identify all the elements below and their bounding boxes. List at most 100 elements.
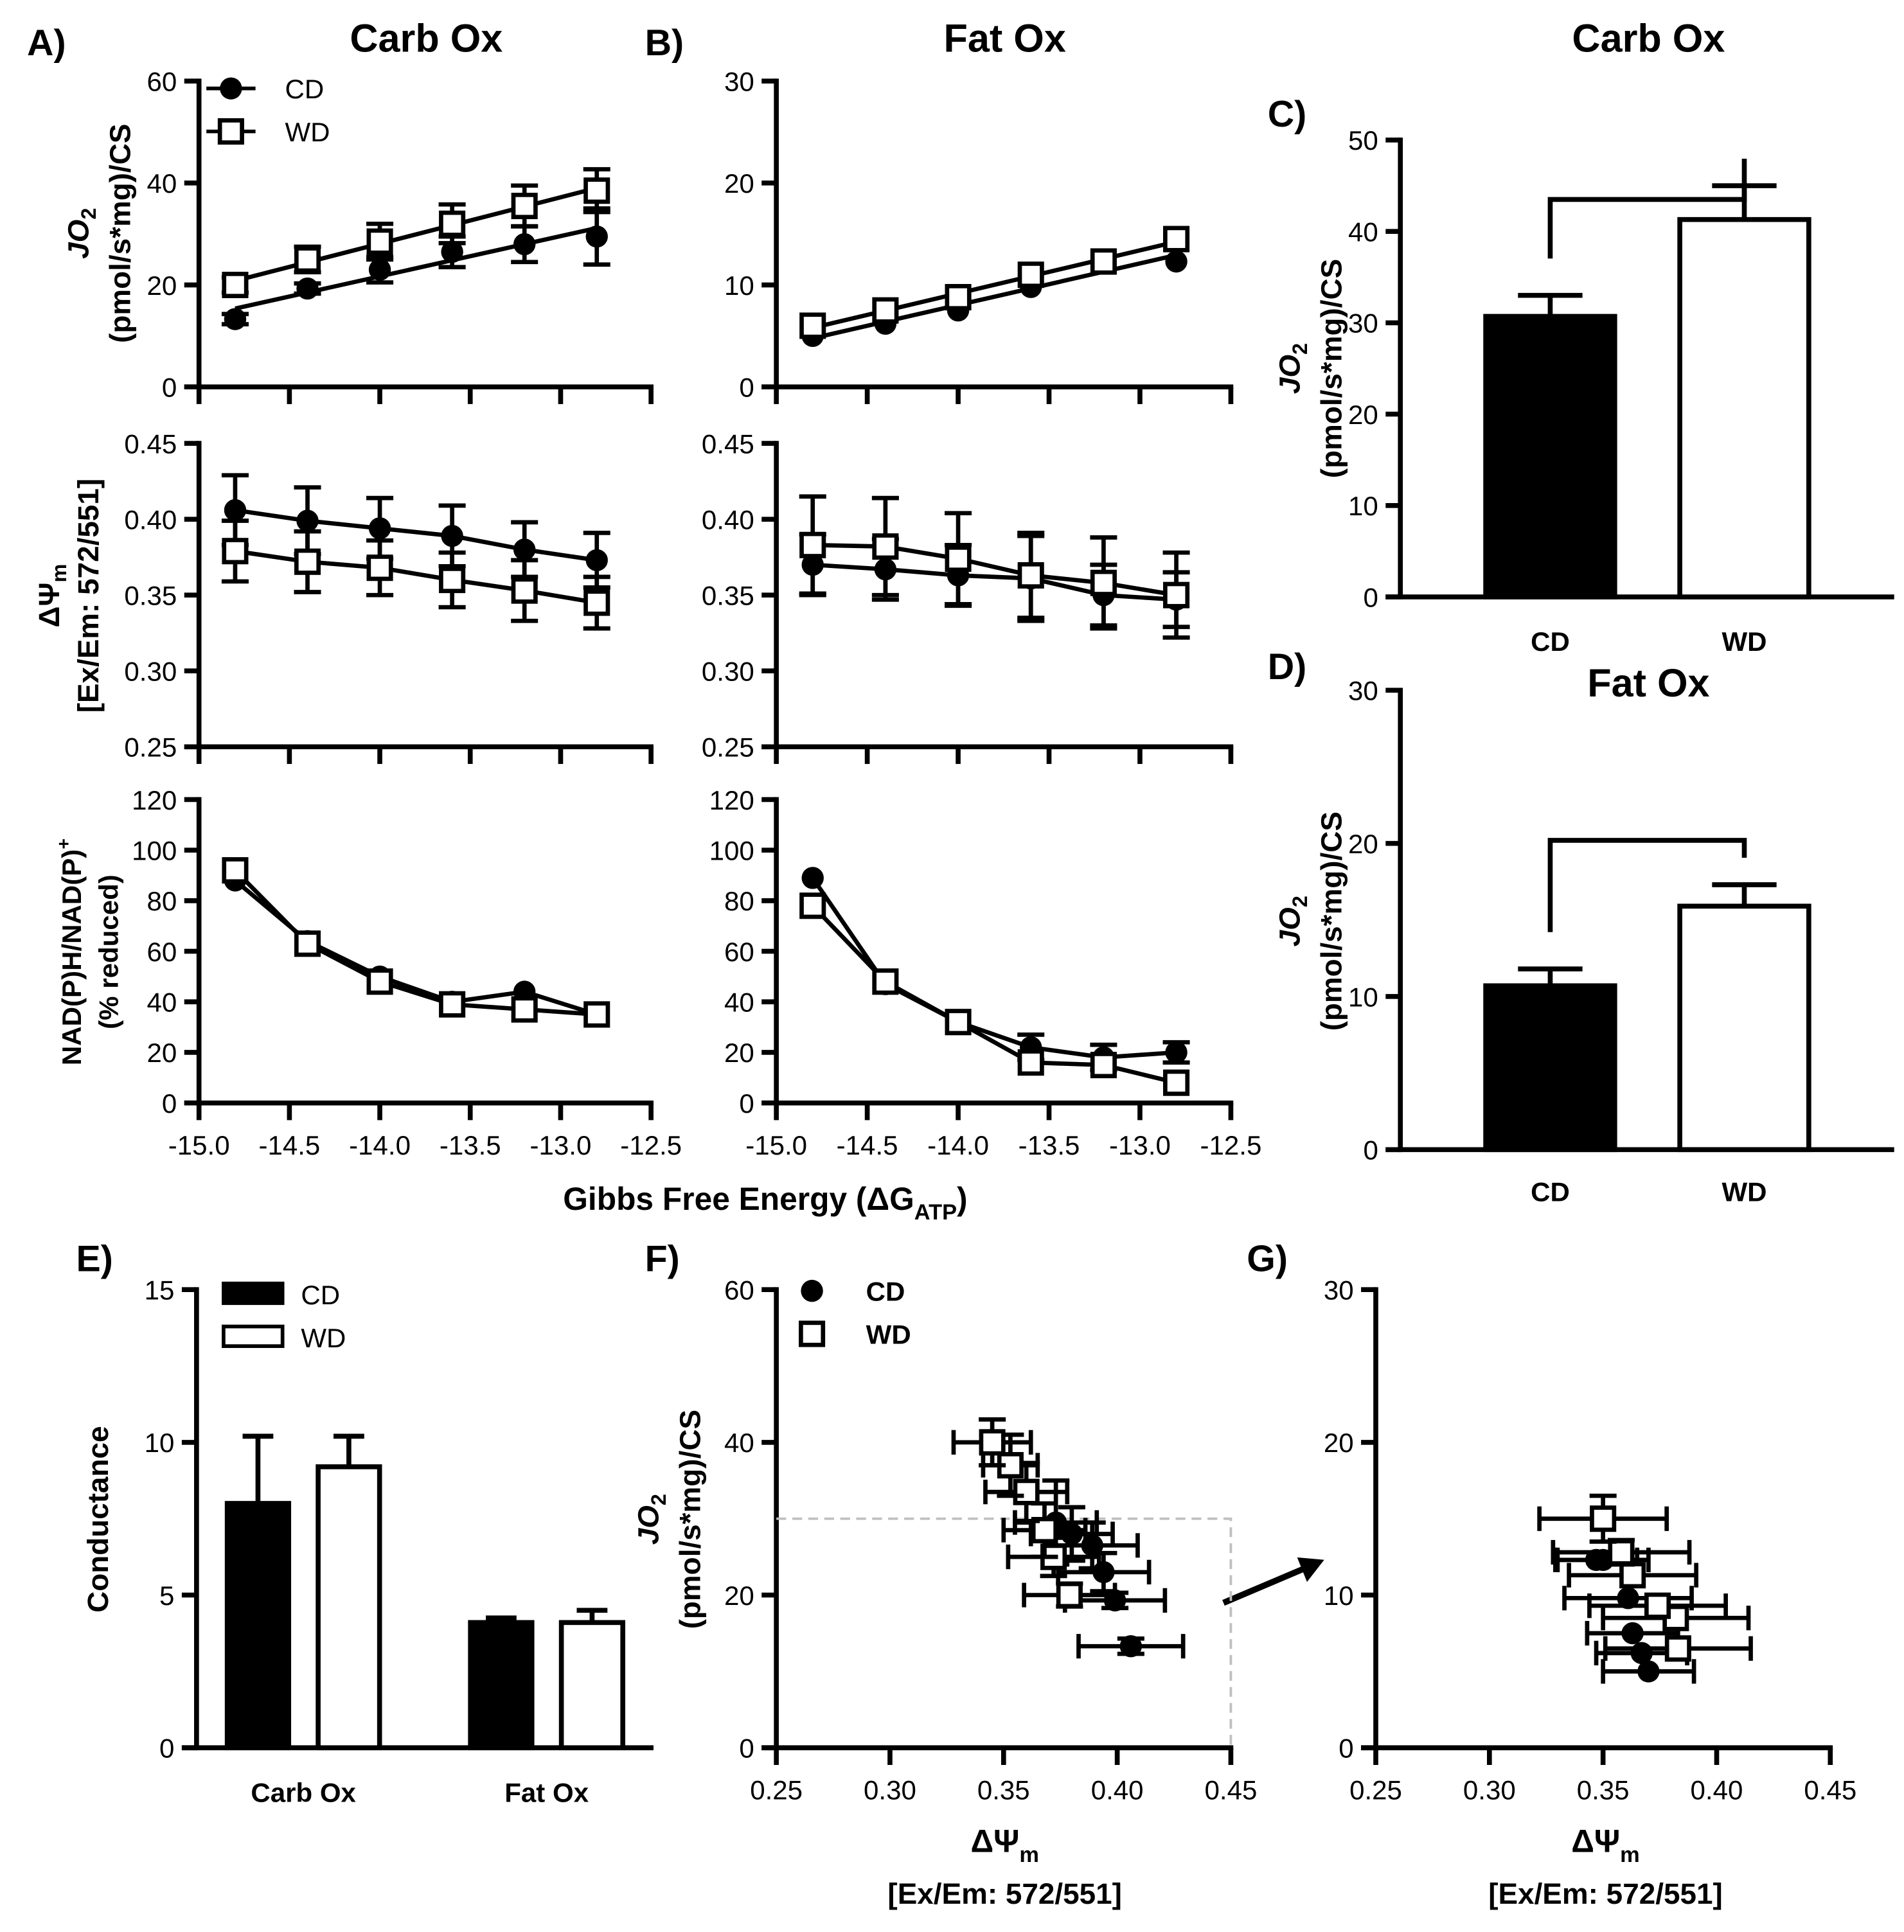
zoom-arrow: [1222, 1557, 1324, 1606]
data-point-wd: [872, 533, 899, 560]
y-tick-label: 10: [724, 270, 754, 301]
y-tick-label: 30: [1348, 676, 1378, 706]
data-point-wd: [1090, 1052, 1117, 1079]
data-point-cd: [1165, 250, 1188, 273]
ylabel-a3: NAD(P)H/NAD(P)+ (% reduced): [54, 838, 124, 1065]
ylabel-units: (pmol/s*mg)/CS: [1314, 259, 1348, 478]
ylabel-jo2: JO: [1272, 907, 1306, 946]
y-tick-label: 0.35: [702, 580, 754, 610]
data-point-cd: [1092, 1561, 1115, 1584]
y-tick-label: 0: [1363, 1135, 1378, 1165]
data-point-wd: [799, 312, 826, 339]
series-wd: [221, 167, 610, 299]
x-tick-label: -15.0: [168, 1130, 230, 1160]
data-point-cd: [801, 867, 824, 889]
series-wd: [951, 1417, 1117, 1609]
data-point-wd: [979, 1429, 1006, 1456]
series-cd: [224, 869, 608, 1026]
y-tick-label: 20: [724, 168, 754, 199]
panel-b2: 0.25 0.30 0.35 0.40 0.45: [702, 429, 1234, 765]
series-line: [235, 549, 598, 605]
category-label: WD: [1722, 1177, 1766, 1207]
data-point-wd: [1017, 1049, 1044, 1076]
data-point-wd: [1017, 261, 1044, 288]
xlabel-dpsi: ΔΨ: [970, 1823, 1019, 1859]
legend-f: CD WD: [799, 1276, 911, 1349]
data-point-cd: [513, 538, 536, 561]
data-point-wd: [1608, 1539, 1635, 1566]
bar-cd: [1483, 314, 1617, 599]
data-point-wd: [1163, 1069, 1190, 1096]
x-tick-label: -13.5: [440, 1130, 501, 1160]
ylabel-c: JO2 (pmol/s*mg)/CS: [1272, 259, 1348, 478]
y-tick-label: 60: [724, 1275, 754, 1306]
legend-wd-label: WD: [285, 117, 330, 147]
y-tick-label: 0: [739, 1088, 754, 1119]
data-point-wd: [872, 297, 899, 324]
panel-a3: 0 20 40 60 80 100 120 -15.0 -14.5 -14.0 -13.5 -13.0…: [132, 785, 682, 1160]
data-point-cd: [296, 277, 319, 300]
ylabel-jo2-sub: 2: [1288, 343, 1312, 355]
x-tick-label: -14.5: [837, 1130, 898, 1160]
x-tick-label: -13.0: [1109, 1130, 1171, 1160]
y-tick-label: 0: [159, 1733, 174, 1764]
ylabel-e: Conductance: [81, 1426, 114, 1612]
y-tick-label: 40: [147, 168, 177, 199]
data-point-wd: [439, 210, 466, 237]
data-point-cd: [296, 510, 319, 532]
series-cd: [1013, 1478, 1186, 1659]
data-point-wd: [799, 531, 826, 558]
xlabel-gibbs: Gibbs Free Energy (ΔGATP): [563, 1181, 967, 1225]
category-label: Carb Ox: [251, 1777, 356, 1807]
ylabel-conductance: Conductance: [81, 1426, 114, 1612]
y-tick-label: 100: [132, 835, 177, 865]
y-tick-label: 10: [145, 1428, 175, 1458]
data-point-wd: [366, 554, 393, 581]
data-point-wd: [945, 1009, 972, 1036]
data-point-wd: [1090, 569, 1117, 596]
series-cd: [799, 532, 1190, 630]
ylabel-jo2: JO: [1272, 355, 1306, 394]
significance-bracket: [1547, 158, 1747, 259]
data-point-wd: [1163, 226, 1190, 253]
x-tick-label: 0.30: [1463, 1775, 1516, 1805]
y-tick-label: 0.25: [124, 732, 177, 763]
y-tick-label: 40: [724, 1428, 754, 1458]
panel-label-c: C): [1268, 94, 1307, 135]
data-point-wd: [294, 930, 321, 957]
zoom-region-box: [776, 1517, 1232, 1748]
bar-wd: [558, 1620, 626, 1751]
xlabel-f-units: [Ex/Em: 572/551]: [887, 1877, 1122, 1910]
y-tick-label: 0.25: [702, 732, 754, 763]
ylabel-jo2: JO: [62, 220, 95, 259]
data-point-wd: [799, 892, 826, 919]
data-point-wd: [583, 589, 610, 616]
x-tick-label: -12.5: [620, 1130, 682, 1160]
xlabel-f: ΔΨm: [970, 1823, 1039, 1867]
bar-wd: [316, 1464, 382, 1751]
legend-cd-marker: [801, 1279, 823, 1302]
data-point-wd: [1619, 1562, 1646, 1589]
title-a: Carb Ox: [350, 16, 503, 60]
data-point-wd: [222, 857, 249, 884]
data-point-wd: [583, 177, 610, 204]
x-tick-label: -12.5: [1200, 1130, 1262, 1160]
data-point-cd: [224, 499, 247, 522]
series-line: [235, 508, 598, 563]
ylabel-jo2-sub: 2: [647, 1494, 670, 1505]
y-tick-label: 10: [1348, 982, 1378, 1012]
ylabel-units: (pmol/s*mg)/CS: [1314, 811, 1348, 1031]
data-point-wd: [222, 538, 249, 565]
ylabel-f: JO2 (pmol/s*mg)/CS: [632, 1410, 707, 1629]
panel-label-e: E): [76, 1239, 113, 1280]
y-tick-label: 0: [162, 1088, 177, 1119]
x-tick-label: 0.45: [1804, 1775, 1856, 1805]
series-wd: [799, 494, 1190, 640]
data-point-wd: [945, 545, 972, 572]
ylabel-units: (pmol/s*mg)/CS: [673, 1410, 707, 1629]
data-point-cd: [1165, 1041, 1188, 1064]
panel-label-a: A): [27, 22, 66, 64]
y-tick-label: 100: [709, 835, 754, 865]
series-wd: [1537, 1493, 1753, 1662]
